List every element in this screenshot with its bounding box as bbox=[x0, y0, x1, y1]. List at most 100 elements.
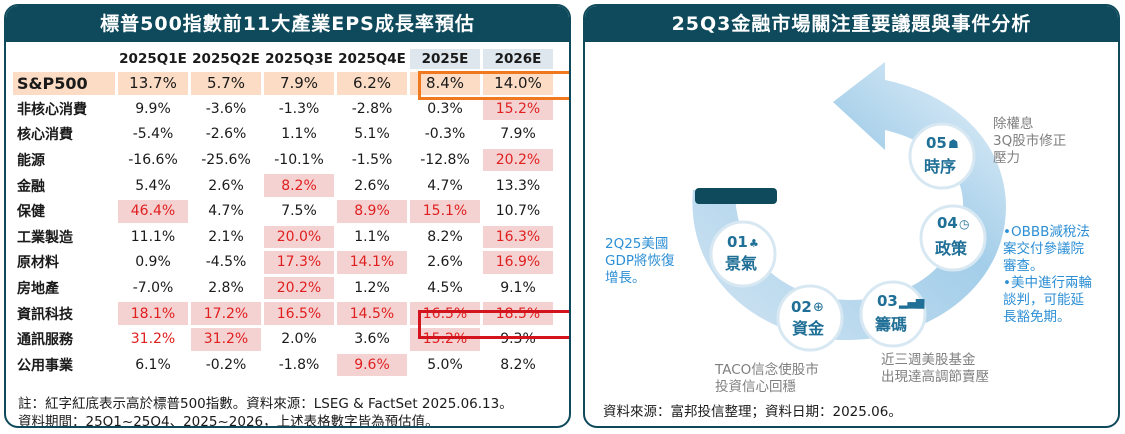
item-04: 04 ◷ 政策 bbox=[919, 204, 987, 272]
table-cell: 17.3% bbox=[264, 251, 334, 274]
table-row: 房地產 -7.0% 2.8% 20.2% 1.2% 4.5% 9.1% bbox=[13, 276, 553, 300]
table-cell: 4.5% bbox=[427, 280, 463, 297]
gdp-text: 2Q25美國 GDP將恢復 增長。 bbox=[605, 236, 675, 286]
table-cell: 6.1% bbox=[135, 356, 171, 373]
table-cell: 8.2% bbox=[264, 174, 334, 197]
table-cell: 13.3% bbox=[495, 177, 541, 194]
table-cell: 3.6% bbox=[354, 331, 390, 348]
table-cell: 20.0% bbox=[264, 225, 334, 249]
table-cell: 14.0% bbox=[483, 72, 553, 95]
table-cell: -12.8% bbox=[420, 152, 470, 169]
table-cell: -4.5% bbox=[205, 254, 247, 271]
row-label: 保健 bbox=[17, 204, 45, 221]
table-row: 原材料 0.9% -4.5% 17.3% 14.1% 2.6% 16.9% bbox=[13, 251, 553, 274]
item-01: 01 ♣ 景氣 bbox=[709, 220, 777, 288]
table-cell: -2.6% bbox=[205, 126, 247, 143]
sp500-forecast-highlight bbox=[418, 71, 569, 100]
item-03: 03 ▂▄▆ 籌碼 bbox=[859, 280, 927, 348]
svg-text:01: 01 bbox=[727, 233, 748, 251]
item-02: 02 ⊕ 資金 bbox=[776, 284, 844, 352]
row-label: 能源 bbox=[17, 153, 45, 170]
table-cell: -5.4% bbox=[132, 126, 174, 143]
table-cell: 17.2% bbox=[191, 302, 261, 325]
table-cell: 5.0% bbox=[427, 356, 463, 373]
table-cell: 1.1% bbox=[281, 126, 317, 143]
table-cell: 15.1% bbox=[410, 199, 480, 223]
table-cell: 14.5% bbox=[337, 302, 407, 325]
table-cell: 2.6% bbox=[427, 254, 463, 271]
fund-flow-text: 近三週美股基金 出現達高調節賣壓 bbox=[881, 352, 989, 385]
table-cell: -1.5% bbox=[351, 152, 393, 169]
clock-icon: ◷ bbox=[959, 217, 970, 231]
column-header: 2026E bbox=[483, 49, 553, 69]
table-cell: -7.0% bbox=[132, 280, 174, 297]
table-cell: 16.3% bbox=[483, 225, 553, 249]
table-cell: 46.4% bbox=[118, 199, 188, 223]
table-cell: 1.2% bbox=[354, 280, 390, 297]
table-cell: -2.8% bbox=[351, 100, 393, 117]
table-cell: 2.8% bbox=[208, 280, 244, 297]
row-label: 資訊科技 bbox=[17, 306, 73, 323]
row-label: 工業製造 bbox=[17, 229, 73, 246]
table-cell: -1.3% bbox=[278, 100, 320, 117]
table-row: 工業製造 11.1% 2.1% 20.0% 1.1% 8.2% 16.3% bbox=[13, 225, 553, 249]
table-row-sp500: S&P500 13.7% 5.7% 7.9% 6.2% 8.4% 14.0% bbox=[13, 72, 553, 95]
svg-text:資金: 資金 bbox=[792, 319, 825, 338]
table-cell: 16.5% bbox=[264, 302, 334, 325]
table-cell: 2.0% bbox=[281, 331, 317, 348]
globe-icon: ⊕ bbox=[813, 300, 824, 315]
table-header-row: 2025Q1E 2025Q2E 2025Q3E 2025Q4E 2025E 20… bbox=[13, 49, 553, 69]
table-cell: -0.3% bbox=[424, 126, 466, 143]
table-row: 資訊科技 18.1% 17.2% 16.5% 14.5% 16.5% 18.5% bbox=[13, 302, 553, 325]
eps-table: 2025Q1E 2025Q2E 2025Q3E 2025Q4E 2025E 20… bbox=[10, 46, 556, 379]
tech-forecast-highlight bbox=[418, 310, 569, 339]
table-cell: 8.2% bbox=[427, 228, 463, 245]
note-line-1: 註：紅字紅底表示高於標普500指數。資料來源：LSEG & FactSet 20… bbox=[18, 396, 513, 412]
table-cell: -0.2% bbox=[205, 356, 247, 373]
table-cell: 13.7% bbox=[118, 72, 188, 95]
table-cell: 10.7% bbox=[495, 203, 541, 220]
table-cell: 11.1% bbox=[130, 228, 176, 245]
bar-chart-icon: ▂▄▆ bbox=[898, 296, 925, 309]
table-cell: 15.2% bbox=[483, 97, 553, 121]
svg-text:04: 04 bbox=[937, 214, 958, 232]
table-cell: 16.9% bbox=[483, 251, 553, 274]
column-header: 2025Q3E bbox=[265, 51, 333, 67]
corner-cell bbox=[13, 49, 115, 69]
svg-text:時序: 時序 bbox=[924, 157, 956, 176]
svg-text:景氣: 景氣 bbox=[725, 254, 757, 273]
table-cell: 9.3% bbox=[500, 331, 536, 348]
table-cell: 7.9% bbox=[500, 126, 536, 143]
row-label: 非核心消費 bbox=[17, 101, 87, 118]
panel-title: 標普500指數前11大產業EPS成長率預估 bbox=[6, 6, 569, 42]
table-cell: 2.1% bbox=[208, 228, 244, 245]
table-cell: 15.2% bbox=[410, 327, 480, 351]
source-note: 資料來源：富邦投信整理；資料日期：2025.06。 bbox=[603, 404, 902, 420]
cycle-diagram: 01 ♣ 景氣 02 ⊕ 資金 03 ▂▄▆ 籌碼 04 ◷ 政策 05 ☗ 時… bbox=[692, 62, 1006, 352]
table-cell: -10.1% bbox=[274, 152, 324, 169]
row-label: 金融 bbox=[17, 178, 45, 195]
table-cell: 0.9% bbox=[135, 254, 171, 271]
table-cell: 4.7% bbox=[208, 203, 244, 220]
table-cell: 5.7% bbox=[191, 72, 261, 95]
table-cell: 7.9% bbox=[264, 72, 334, 95]
people-icon: ♣ bbox=[749, 237, 759, 250]
column-header: 2025Q2E bbox=[192, 51, 260, 67]
table-cell: 20.2% bbox=[264, 276, 334, 300]
table-cell: 8.9% bbox=[337, 199, 407, 223]
table-cell: 31.2% bbox=[191, 327, 261, 351]
table-cell: 1.1% bbox=[354, 228, 390, 245]
thumbs-up-icon: ☗ bbox=[948, 137, 959, 151]
table-cell: 18.5% bbox=[483, 302, 553, 325]
svg-text:籌碼: 籌碼 bbox=[875, 315, 907, 334]
table-cell: 4.7% bbox=[427, 177, 463, 194]
svg-text:03: 03 bbox=[877, 292, 898, 310]
table-cell: 9.1% bbox=[500, 280, 536, 297]
table-cell: 6.2% bbox=[337, 72, 407, 95]
table-cell: 5.4% bbox=[135, 177, 171, 194]
table-cell: -16.6% bbox=[128, 152, 178, 169]
table-cell: 20.2% bbox=[483, 148, 553, 172]
row-label: 房地產 bbox=[17, 281, 59, 298]
table-cell: -25.6% bbox=[201, 152, 251, 169]
column-header: 2025Q1E bbox=[119, 51, 187, 67]
